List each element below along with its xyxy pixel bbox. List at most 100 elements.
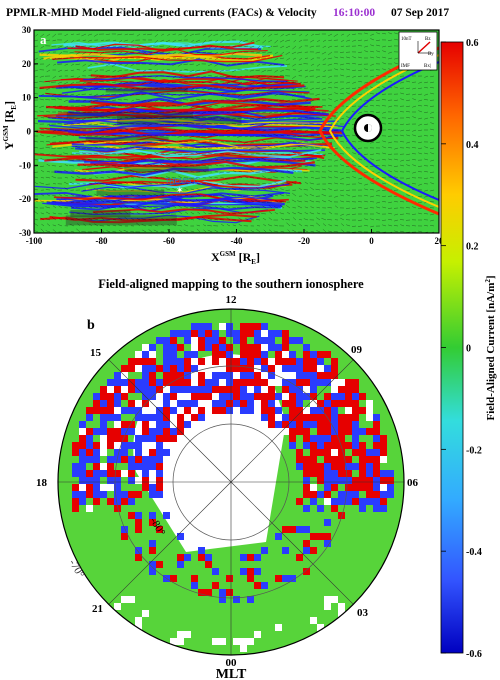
polar-cell bbox=[156, 442, 163, 449]
polar-cell bbox=[107, 456, 114, 463]
polar-cell bbox=[240, 568, 247, 575]
polar-cell bbox=[79, 428, 86, 435]
polar-cell bbox=[79, 421, 86, 428]
polar-cell bbox=[114, 449, 121, 456]
velocity-vector bbox=[232, 188, 237, 191]
imf-top-left: 10nT bbox=[401, 37, 412, 42]
velocity-vector bbox=[149, 81, 153, 84]
velocity-vector bbox=[297, 159, 303, 162]
velocity-vector bbox=[394, 99, 399, 101]
velocity-vector bbox=[267, 177, 273, 179]
velocity-vector bbox=[358, 206, 363, 209]
velocity-vector bbox=[111, 134, 117, 137]
velocity-vector bbox=[111, 183, 117, 185]
velocity-vector bbox=[153, 229, 159, 233]
velocity-vector bbox=[333, 230, 339, 233]
velocity-vector bbox=[388, 170, 393, 173]
velocity-vector bbox=[418, 99, 423, 102]
velocity-vector bbox=[195, 116, 201, 119]
polar-cell bbox=[226, 589, 233, 596]
velocity-vector bbox=[293, 39, 297, 43]
velocity-vector bbox=[221, 229, 225, 233]
velocity-vector bbox=[274, 182, 279, 185]
velocity-vector bbox=[189, 181, 195, 185]
velocity-vector bbox=[165, 51, 171, 55]
x-tick-label: 20 bbox=[435, 236, 445, 246]
velocity-vector bbox=[178, 175, 183, 179]
polar-cell bbox=[247, 575, 254, 582]
velocity-vector bbox=[34, 87, 39, 89]
velocity-vector bbox=[424, 93, 429, 96]
polar-cell bbox=[303, 344, 310, 351]
polar-cell bbox=[387, 477, 394, 484]
panel-a-velocity-vectors bbox=[34, 32, 435, 233]
tail-dark-band bbox=[116, 115, 242, 125]
velocity-vector bbox=[424, 225, 429, 227]
velocity-vector bbox=[82, 159, 87, 161]
velocity-vector bbox=[400, 92, 405, 95]
polar-cell bbox=[303, 470, 310, 477]
velocity-vector bbox=[417, 165, 423, 167]
velocity-vector bbox=[340, 200, 345, 203]
velocity-vector bbox=[64, 217, 69, 221]
polar-cell bbox=[345, 470, 352, 477]
velocity-vector bbox=[159, 140, 165, 143]
velocity-vector bbox=[244, 200, 249, 203]
polar-cell bbox=[275, 624, 282, 631]
velocity-vector bbox=[232, 200, 237, 203]
velocity-vector bbox=[250, 205, 255, 209]
polar-cell bbox=[352, 463, 359, 470]
velocity-vector bbox=[87, 81, 93, 83]
velocity-vector bbox=[388, 158, 393, 161]
velocity-vector bbox=[250, 141, 255, 144]
velocity-vector bbox=[334, 99, 339, 102]
polar-cell bbox=[352, 491, 359, 498]
polar-cell bbox=[149, 477, 156, 484]
velocity-vector bbox=[262, 205, 267, 209]
velocity-vector bbox=[70, 206, 75, 209]
velocity-vector bbox=[262, 140, 267, 143]
polar-cell bbox=[247, 568, 254, 575]
velocity-vector bbox=[148, 69, 153, 71]
velocity-vector bbox=[267, 87, 273, 91]
polar-cell bbox=[345, 498, 352, 505]
velocity-vector bbox=[208, 176, 213, 179]
polar-cell bbox=[310, 365, 317, 372]
velocity-vector bbox=[237, 135, 243, 138]
velocity-vector bbox=[87, 63, 93, 67]
tail-current-streak bbox=[71, 139, 323, 149]
tail-current-streak bbox=[72, 130, 339, 140]
polar-cell bbox=[345, 484, 352, 491]
velocity-vector bbox=[251, 200, 255, 203]
polar-cell bbox=[191, 386, 198, 393]
polar-cell bbox=[156, 484, 163, 491]
tail-current-streak bbox=[75, 174, 302, 185]
polar-cell bbox=[240, 358, 247, 365]
polar-cell bbox=[373, 421, 380, 428]
velocity-vector bbox=[292, 63, 297, 67]
velocity-vector bbox=[225, 33, 231, 36]
velocity-vector bbox=[196, 135, 201, 138]
polar-cell bbox=[331, 435, 338, 442]
polar-cell bbox=[177, 638, 184, 645]
velocity-vector bbox=[279, 57, 285, 60]
polar-cell bbox=[282, 400, 289, 407]
velocity-vector bbox=[399, 141, 405, 143]
polar-cell bbox=[100, 414, 107, 421]
polar-grid bbox=[58, 309, 404, 655]
velocity-vector bbox=[46, 63, 51, 68]
polar-cell bbox=[282, 393, 289, 400]
satellite-star-icon: ✶ bbox=[176, 186, 184, 196]
polar-cell bbox=[114, 400, 121, 407]
polar-cell bbox=[352, 442, 359, 449]
polar-cell bbox=[359, 449, 366, 456]
velocity-vector bbox=[304, 146, 309, 149]
velocity-vector bbox=[117, 200, 123, 203]
polar-cell bbox=[177, 372, 184, 379]
velocity-vector bbox=[394, 213, 399, 216]
velocity-vector bbox=[305, 230, 309, 233]
velocity-vector bbox=[213, 189, 219, 191]
velocity-vector bbox=[81, 147, 87, 150]
velocity-vector bbox=[214, 177, 219, 179]
velocity-vector bbox=[243, 188, 249, 191]
